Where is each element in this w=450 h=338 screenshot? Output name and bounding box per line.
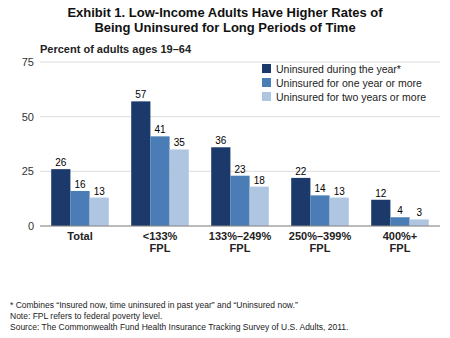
text-line: FPL: [390, 242, 411, 254]
bar: [51, 169, 70, 226]
bar: [170, 149, 189, 226]
bar: [330, 198, 349, 226]
data-label: 13: [334, 186, 346, 197]
data-label: 13: [94, 186, 106, 197]
bar: [250, 187, 269, 226]
grid-line: [40, 226, 440, 227]
text-line: Being Uninsured for Long Periods of Time: [94, 20, 355, 35]
data-labels: 26 57 36 22 12 16 41 23 14 4 13 35 18 13 3: [55, 89, 422, 218]
data-label: 18: [254, 175, 266, 186]
data-label: 12: [375, 188, 387, 199]
y-tick-label: 0: [28, 220, 34, 232]
bar: [70, 191, 89, 226]
legend-label: Uninsured for two years or more: [276, 91, 426, 103]
bar: [390, 217, 409, 226]
bar: [291, 178, 310, 226]
data-label: 26: [55, 157, 67, 168]
data-label: 4: [397, 205, 403, 216]
text-line: 250%–399%: [289, 230, 352, 242]
data-label: 22: [295, 166, 307, 177]
x-tick-label: 250%–399%FPL: [289, 230, 352, 254]
data-label: 23: [234, 164, 246, 175]
text-line: FPL: [230, 242, 251, 254]
legend-swatch: [262, 92, 271, 101]
data-label: 57: [135, 89, 147, 100]
legend-swatch: [262, 78, 271, 87]
text-line: FPL: [150, 242, 171, 254]
data-label: 41: [154, 124, 166, 135]
y-tick-label: 50: [22, 111, 34, 123]
y-tick-label: 25: [22, 165, 34, 177]
bars: [51, 101, 429, 226]
legend-swatch: [262, 64, 271, 73]
legend-label: Uninsured during the year*: [276, 63, 401, 75]
x-tick-label: 400%+FPL: [383, 230, 418, 254]
bar: [410, 219, 429, 226]
subtitle: Percent of adults ages 19–64: [40, 43, 192, 55]
text-line: Source: The Commonwealth Fund Health Ins…: [10, 322, 348, 332]
data-label: 16: [74, 179, 86, 190]
x-tick-label: <133%FPL: [143, 230, 178, 254]
x-tick-label: 133%–249%FPL: [209, 230, 272, 254]
bar: [211, 147, 230, 226]
data-label: 36: [215, 135, 227, 146]
grid-line: [40, 116, 440, 117]
text-line: * Combines “Insured now, time uninsured …: [10, 300, 298, 310]
x-axis-line: [40, 226, 440, 227]
bar: [371, 200, 390, 226]
text-line: 400%+: [383, 230, 418, 242]
legend-label: Uninsured for one year or more: [276, 77, 422, 89]
chart: Exhibit 1. Low-Income Adults Have Higher…: [0, 0, 450, 338]
text-line: Note: FPL refers to federal poverty leve…: [10, 311, 162, 321]
text-line: Total: [67, 230, 92, 242]
text-line: <133%: [143, 230, 178, 242]
footnote: * Combines “Insured now, time uninsured …: [10, 300, 348, 332]
text-line: FPL: [310, 242, 331, 254]
bar: [310, 195, 329, 226]
text-line: Exhibit 1. Low-Income Adults Have Higher…: [67, 5, 383, 20]
data-label: 14: [314, 183, 326, 194]
bar: [131, 101, 150, 226]
data-label: 35: [174, 137, 186, 148]
x-tick-label: Total: [67, 230, 92, 242]
text-line: 133%–249%: [209, 230, 272, 242]
y-tick-label: 75: [22, 56, 34, 68]
legend: Uninsured during the year* Uninsured for …: [262, 63, 426, 103]
bar: [230, 176, 249, 226]
data-label: 3: [416, 207, 422, 218]
title: Exhibit 1. Low-Income Adults Have Higher…: [67, 5, 383, 35]
bar: [90, 198, 109, 226]
bar: [150, 136, 169, 226]
